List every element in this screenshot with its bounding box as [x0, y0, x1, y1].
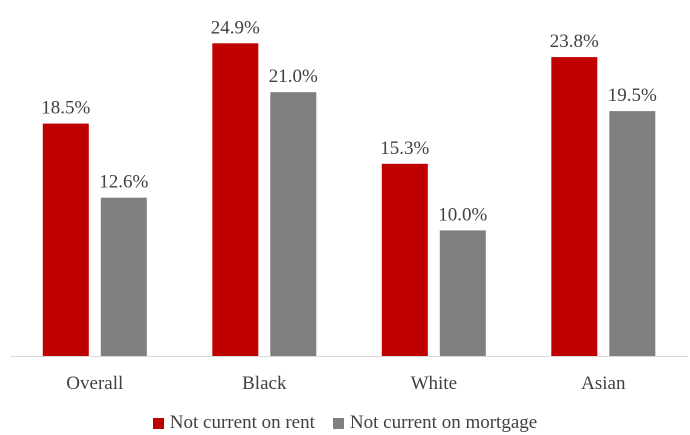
x-tick-label-asian: Asian — [581, 373, 626, 394]
legend-swatch-rent — [152, 417, 164, 429]
bar-mortgage-white — [439, 230, 486, 356]
legend-label-rent: Not current on rent — [169, 412, 315, 433]
legend-item-mortgage: Not current on mortgage — [332, 412, 538, 434]
bar-mortgage-black — [270, 92, 317, 356]
data-label-rent-black: 24.9% — [211, 17, 260, 38]
x-tick-label-white: White — [411, 373, 457, 394]
legend-item-rent: Not current on rent — [152, 412, 315, 434]
legend-swatch-mortgage — [332, 417, 344, 429]
data-label-rent-overall: 18.5% — [41, 98, 90, 119]
x-tick-label-black: Black — [242, 373, 287, 394]
data-label-mortgage-asian: 19.5% — [608, 85, 657, 106]
bar-rent-black — [212, 43, 259, 357]
data-label-mortgage-overall: 12.6% — [99, 172, 148, 193]
data-label-rent-white: 15.3% — [380, 138, 429, 159]
x-tick-label-overall: Overall — [66, 373, 123, 394]
bar-rent-asian — [551, 57, 598, 356]
legend: Not current on rent Not current on mortg… — [0, 411, 690, 435]
bar-rent-overall — [42, 123, 89, 356]
bar-chart: 18.5% 12.6% Overall 24.9% 21.0% Black 15.3% 10.… — [10, 17, 688, 394]
bar-rent-white — [381, 163, 428, 356]
data-label-rent-asian: 23.8% — [550, 31, 599, 52]
legend-label-mortgage: Not current on mortgage — [349, 412, 538, 433]
bar-mortgage-overall — [100, 197, 147, 356]
bar-mortgage-asian — [609, 111, 656, 356]
data-label-mortgage-white: 10.0% — [438, 204, 487, 225]
data-label-mortgage-black: 21.0% — [269, 66, 318, 87]
